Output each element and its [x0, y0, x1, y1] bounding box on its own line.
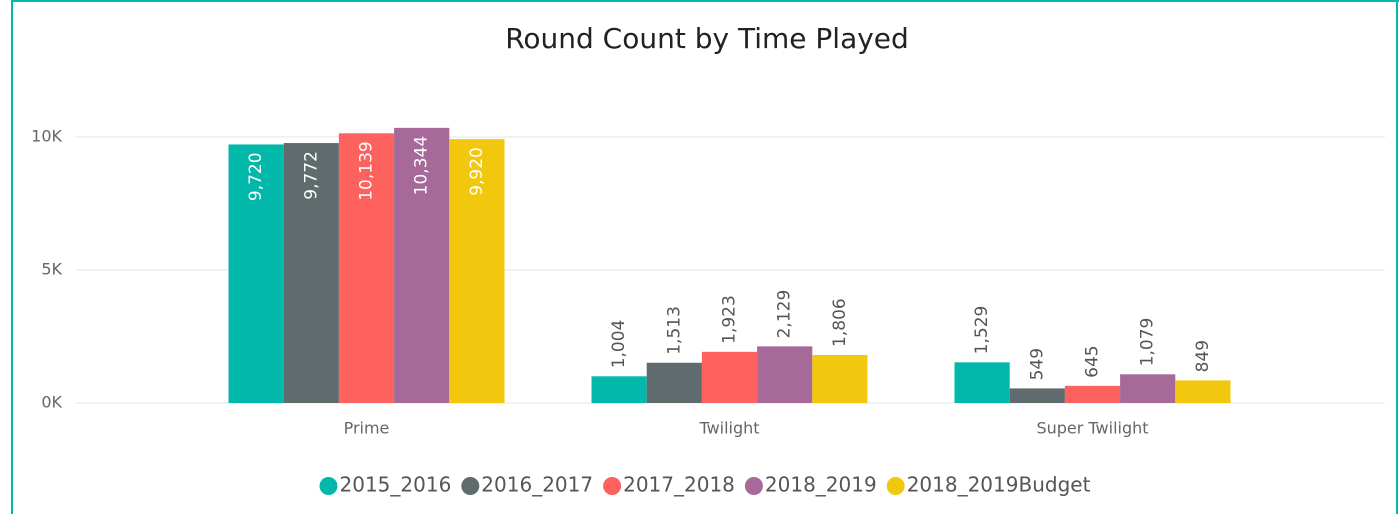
data-label: 1,513	[664, 306, 684, 355]
legend-marker	[886, 477, 905, 495]
bar	[228, 144, 284, 403]
data-label: 549	[1027, 348, 1047, 380]
bar	[283, 143, 339, 403]
legend-marker	[744, 477, 763, 495]
bar	[646, 362, 702, 403]
data-label: 1,079	[1138, 318, 1158, 367]
data-label: 9,720	[246, 152, 266, 201]
bar	[1009, 388, 1065, 403]
x-tick-label: Super Twilight	[1036, 419, 1148, 438]
bar	[1064, 385, 1121, 403]
bar	[757, 346, 813, 403]
data-label: 9,772	[301, 151, 321, 200]
legend-label: 2018_2019Budget	[907, 473, 1091, 497]
legend: 2015_2016 2016_2017 2017_2018 2018_2019 2018…	[319, 473, 1091, 497]
y-tick-label: 0K	[41, 393, 62, 412]
data-label: 1,004	[609, 320, 629, 369]
x-tick-label: Prime	[344, 419, 390, 438]
legend-label: 2016_2017	[481, 473, 593, 497]
y-tick-label: 10K	[31, 127, 62, 146]
bar	[394, 127, 450, 403]
legend-marker	[461, 477, 480, 495]
legend-marker	[319, 477, 338, 495]
data-label: 1,923	[720, 295, 740, 344]
data-label: 10,139	[357, 141, 377, 200]
bar	[1175, 380, 1231, 403]
data-label: 2,129	[775, 290, 795, 339]
data-label: 1,529	[972, 306, 992, 355]
y-tick-label: 5K	[41, 260, 62, 279]
data-label: 645	[1083, 345, 1103, 377]
data-label: 849	[1193, 340, 1213, 372]
bar	[954, 362, 1010, 403]
bar	[1120, 374, 1176, 403]
legend-label: 2018_2019	[765, 473, 877, 497]
data-label: 10,344	[412, 136, 432, 195]
bar	[812, 354, 868, 403]
bar	[338, 133, 395, 403]
bar	[701, 351, 758, 403]
bar	[449, 139, 505, 404]
data-label: 1,806	[830, 298, 850, 347]
x-tick-label: Twilight	[698, 419, 759, 438]
data-label: 9,920	[467, 147, 487, 196]
legend-label: 2017_2018	[623, 473, 735, 497]
legend-label: 2015_2016	[340, 473, 452, 497]
chart-title: Round Count by Time Played	[505, 22, 909, 55]
legend-marker	[603, 477, 622, 495]
bar	[591, 376, 647, 403]
